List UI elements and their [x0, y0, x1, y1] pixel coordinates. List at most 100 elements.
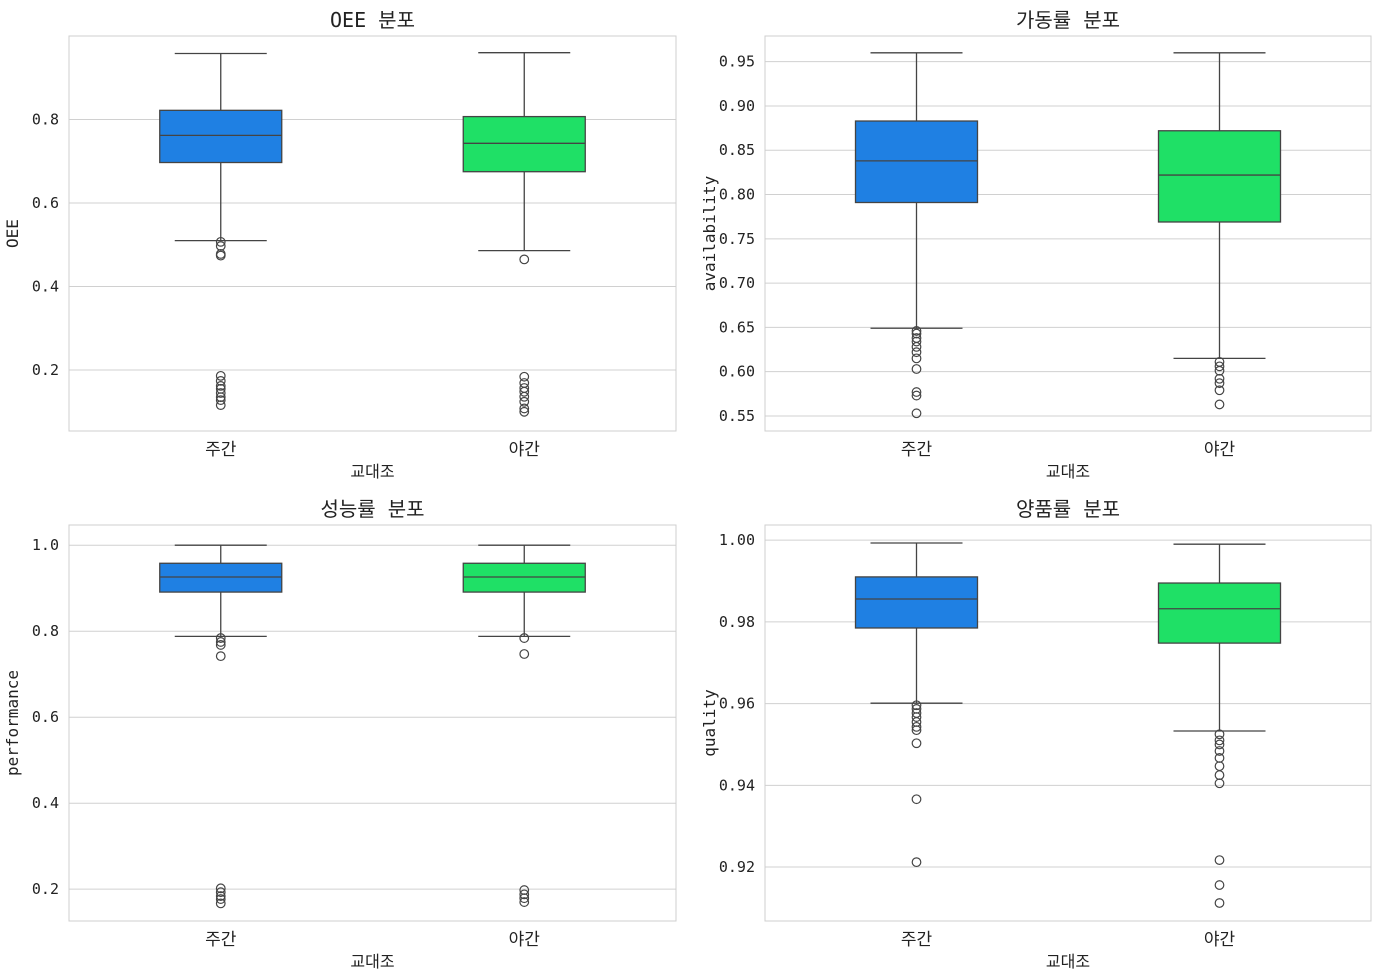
x-tick-label: 야간	[509, 930, 541, 950]
outlier-point	[1214, 770, 1225, 781]
y-tick-label: 0.4	[32, 278, 59, 296]
outlier-point	[1214, 378, 1225, 389]
outlier-point	[1214, 761, 1225, 772]
outlier-point	[1214, 855, 1225, 866]
outlier-point	[519, 889, 530, 900]
outlier-point	[215, 236, 226, 247]
outlier-point	[519, 633, 530, 643]
y-tick-label: 0.85	[719, 141, 755, 159]
y-tick-label: 0.2	[32, 361, 59, 379]
iqr-box	[462, 115, 586, 173]
outlier-point	[911, 700, 922, 711]
subplot-title: 양품률 분포	[1016, 497, 1120, 521]
outlier-point	[1214, 399, 1225, 410]
outlier-point	[1214, 365, 1225, 376]
outlier-point	[215, 370, 226, 381]
outlier-point	[519, 396, 530, 407]
outlier-point	[215, 891, 226, 901]
outlier-point	[911, 341, 922, 352]
outlier-point	[215, 375, 226, 386]
outlier-point	[215, 898, 226, 909]
box-day	[854, 542, 979, 868]
outlier-point	[1214, 361, 1225, 372]
iqr-box	[1157, 130, 1282, 223]
axes-frame	[764, 524, 1372, 922]
y-tick-label: 0.8	[32, 111, 59, 129]
outlier-point	[519, 406, 530, 417]
outlier-point	[911, 387, 922, 397]
outlier-point	[519, 371, 530, 382]
outlier-point	[215, 887, 226, 898]
iqr-box	[854, 576, 979, 629]
y-tick-label: 0.90	[719, 97, 755, 115]
outlier-point	[519, 391, 530, 402]
y-tick-label: 0.8	[32, 622, 59, 640]
iqr-box	[1157, 582, 1282, 644]
outlier-point	[911, 725, 922, 736]
y-axis-label: OEE	[3, 219, 22, 248]
y-tick-label: 0.94	[719, 776, 755, 794]
outlier-point	[215, 633, 226, 643]
y-tick-label: 0.92	[719, 858, 755, 876]
outlier-point	[911, 364, 922, 374]
outlier-point	[911, 794, 922, 805]
subplot-2: 0.55 0.60 0.65 0.70 0.75 0.80 0.85 0.90 0.95 주간 야간…	[700, 8, 1372, 481]
y-axis-label: performance	[3, 670, 22, 776]
y-tick-label: 0.6	[32, 194, 59, 212]
outlier-point	[911, 326, 922, 336]
x-tick-label: 야간	[509, 440, 541, 460]
outlier-point	[911, 353, 922, 364]
y-tick-label: 0.75	[719, 230, 755, 248]
outlier-point	[215, 388, 226, 398]
box-day	[854, 52, 979, 419]
x-tick-label: 주간	[901, 930, 933, 950]
outlier-point	[1214, 746, 1225, 756]
axes-frame	[68, 524, 677, 922]
box-night	[462, 544, 586, 907]
outlier-point	[519, 254, 530, 265]
outlier-point	[215, 392, 226, 403]
outlier-point	[215, 640, 226, 650]
y-tick-label: 0.80	[719, 186, 755, 204]
subplot-title: 성능률 분포	[320, 497, 424, 521]
outlier-point	[911, 857, 922, 868]
outlier-point	[215, 883, 226, 894]
outlier-point	[519, 649, 530, 659]
outlier-point	[911, 408, 922, 419]
outlier-point	[215, 894, 226, 904]
y-tick-label: 0.98	[719, 613, 755, 631]
iqr-box	[854, 120, 979, 204]
outlier-point	[1214, 739, 1225, 750]
outlier-point	[911, 328, 922, 339]
x-axis-label: 교대조	[1046, 462, 1090, 481]
outlier-point	[911, 717, 922, 727]
outlier-point	[215, 381, 226, 391]
outlier-point	[911, 712, 922, 722]
x-tick-label: 야간	[1204, 930, 1236, 950]
axes-frame	[68, 35, 677, 432]
outlier-point	[1214, 373, 1225, 384]
y-tick-label: 0.70	[719, 274, 755, 292]
x-tick-label: 주간	[205, 440, 237, 460]
x-tick-label: 주간	[205, 930, 237, 950]
x-tick-label: 야간	[1204, 440, 1236, 460]
box-day	[159, 544, 283, 909]
outlier-point	[1214, 898, 1225, 908]
y-tick-label: 0.60	[719, 363, 755, 381]
y-tick-label: 1.00	[719, 531, 755, 549]
x-axis-label: 교대조	[350, 952, 394, 971]
outlier-point	[911, 347, 922, 358]
y-axis-label: availability	[700, 175, 719, 291]
x-tick-label: 주간	[901, 440, 933, 460]
y-axis-label: quality	[700, 689, 719, 757]
y-tick-label: 0.6	[32, 708, 59, 726]
y-tick-label: 0.4	[32, 794, 59, 812]
outlier-point	[1214, 880, 1225, 890]
outlier-point	[519, 897, 530, 907]
outlier-point	[911, 721, 922, 732]
box-night	[1157, 52, 1282, 410]
axes-frame	[764, 35, 1372, 432]
